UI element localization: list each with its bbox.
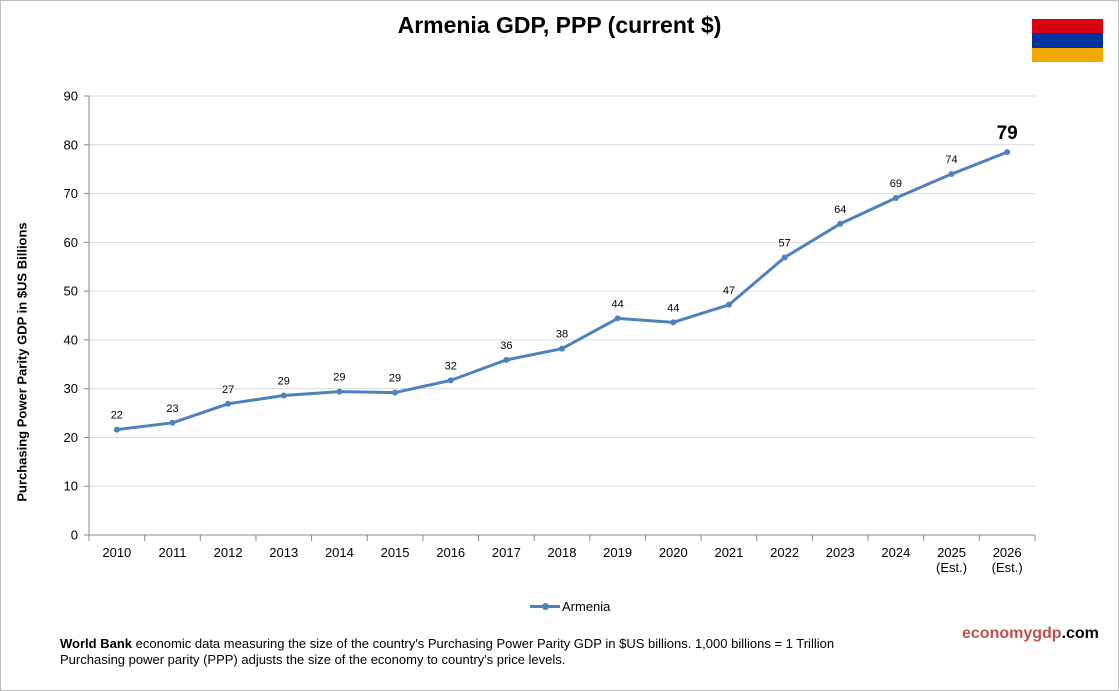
y-tick-label: 60	[64, 235, 78, 250]
x-tick-label: (Est.)	[992, 560, 1023, 575]
armenia-flag-icon	[1032, 19, 1103, 62]
x-tick-label: 2024	[881, 545, 910, 560]
footer-line-2: Purchasing power parity (PPP) adjusts th…	[60, 652, 566, 667]
flag-stripe-red	[1032, 19, 1103, 34]
data-point	[225, 400, 232, 407]
footer-source: World Bank	[60, 636, 132, 651]
brand-part-2: .com	[1061, 625, 1099, 642]
brand-logo[interactable]: economygdp.com	[962, 625, 1099, 643]
chart-title: Armenia GDP, PPP (current $)	[397, 12, 722, 38]
data-label: 38	[556, 329, 568, 341]
y-tick-label: 50	[64, 284, 78, 299]
x-tick-label: 2025	[937, 545, 966, 560]
data-label: 69	[890, 178, 902, 190]
x-tick-label: 2019	[603, 545, 632, 560]
x-tick-label: (Est.)	[936, 560, 967, 575]
legend-marker	[542, 603, 549, 610]
flag-stripe-orange	[1032, 47, 1103, 62]
y-tick-label: 90	[64, 89, 78, 104]
data-label: 32	[445, 360, 457, 372]
data-label: 74	[945, 154, 957, 166]
footer-note: World Bank economic data measuring the s…	[60, 636, 834, 668]
data-label: 29	[333, 372, 345, 384]
data-label: 47	[723, 285, 735, 297]
x-tick-label: 2018	[548, 545, 577, 560]
y-tick-label: 70	[64, 186, 78, 201]
data-label: 64	[834, 204, 846, 216]
x-tick-label: 2012	[214, 545, 243, 560]
data-point	[503, 356, 510, 363]
data-point	[280, 392, 287, 399]
legend-swatch	[530, 598, 560, 614]
data-point	[614, 315, 621, 322]
data-point	[559, 345, 565, 352]
x-tick-label: 2023	[826, 545, 855, 560]
data-point	[948, 171, 955, 178]
x-tick-label: 2013	[269, 545, 298, 560]
x-tick-label: 2017	[492, 545, 521, 560]
x-tick-label: 2015	[381, 545, 410, 560]
x-tick-label: 2014	[325, 545, 354, 560]
data-label: 29	[278, 375, 290, 387]
y-tick-label: 80	[64, 137, 78, 152]
data-label: 27	[222, 384, 234, 396]
x-tick-label: 2016	[436, 545, 465, 560]
x-tick-label: 2026	[993, 545, 1022, 560]
data-label-latest: 79	[997, 123, 1018, 144]
y-tick-label: 30	[64, 381, 78, 396]
data-point	[781, 254, 788, 261]
data-label: 44	[612, 298, 624, 310]
x-tick-label: 2021	[714, 545, 743, 560]
footer-line-1-text: economic data measuring the size of the …	[132, 636, 835, 651]
data-point	[336, 388, 343, 395]
data-label: 23	[166, 403, 178, 415]
data-point	[725, 301, 732, 308]
y-tick-label: 0	[71, 528, 78, 543]
data-point	[447, 377, 454, 384]
data-point	[837, 220, 844, 227]
x-tick-label: 2011	[158, 545, 186, 560]
data-point	[392, 389, 399, 396]
brand-part-1: economygdp	[962, 625, 1062, 642]
y-tick-label: 20	[64, 430, 78, 445]
data-label: 29	[389, 373, 401, 385]
legend: Armenia	[530, 598, 610, 614]
data-point	[113, 426, 120, 433]
flag-stripe-blue	[1032, 33, 1103, 48]
x-tick-label: 2022	[770, 545, 799, 560]
data-label: 44	[667, 302, 679, 314]
data-point	[169, 419, 176, 426]
data-label: 22	[111, 410, 123, 422]
x-tick-label: 2010	[102, 545, 131, 560]
y-tick-label: 40	[64, 332, 78, 347]
x-tick-label: 2020	[659, 545, 688, 560]
footer-line-1: World Bank economic data measuring the s…	[60, 636, 834, 652]
data-label: 57	[778, 237, 790, 249]
data-point	[670, 319, 677, 326]
data-point	[1004, 149, 1011, 156]
legend-label: Armenia	[562, 598, 611, 614]
y-tick-label: 10	[64, 479, 78, 494]
data-point	[892, 194, 899, 201]
data-label: 36	[500, 340, 512, 352]
